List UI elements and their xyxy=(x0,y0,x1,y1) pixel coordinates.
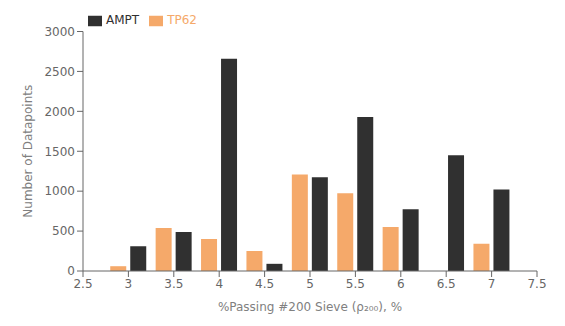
svg-text:%Passing #200 Sieve (ρ₂₀₀), %: %Passing #200 Sieve (ρ₂₀₀), % xyxy=(218,300,402,314)
svg-text:3000: 3000 xyxy=(44,25,75,39)
svg-text:3.5: 3.5 xyxy=(164,277,183,291)
svg-text:1500: 1500 xyxy=(44,145,75,159)
svg-text:7: 7 xyxy=(488,277,496,291)
svg-text:2.5: 2.5 xyxy=(73,277,92,291)
svg-text:6.5: 6.5 xyxy=(437,277,456,291)
svg-text:4.5: 4.5 xyxy=(255,277,274,291)
svg-text:6: 6 xyxy=(397,277,405,291)
svg-text:5.5: 5.5 xyxy=(346,277,365,291)
svg-text:2500: 2500 xyxy=(44,65,75,79)
html-text:TP62: TP62 xyxy=(167,13,197,27)
svg-text:0: 0 xyxy=(67,264,75,278)
svg-text:4: 4 xyxy=(215,277,223,291)
svg-text:Number of Datapoints: Number of Datapoints xyxy=(21,85,35,218)
html-text:AMPT: AMPT xyxy=(106,13,140,27)
svg-text:5: 5 xyxy=(306,277,314,291)
svg-text:3: 3 xyxy=(125,277,133,291)
svg-text:1000: 1000 xyxy=(44,184,75,198)
svg-text:500: 500 xyxy=(52,224,75,238)
svg-text:2000: 2000 xyxy=(44,105,75,119)
svg-text:7.5: 7.5 xyxy=(527,277,546,291)
